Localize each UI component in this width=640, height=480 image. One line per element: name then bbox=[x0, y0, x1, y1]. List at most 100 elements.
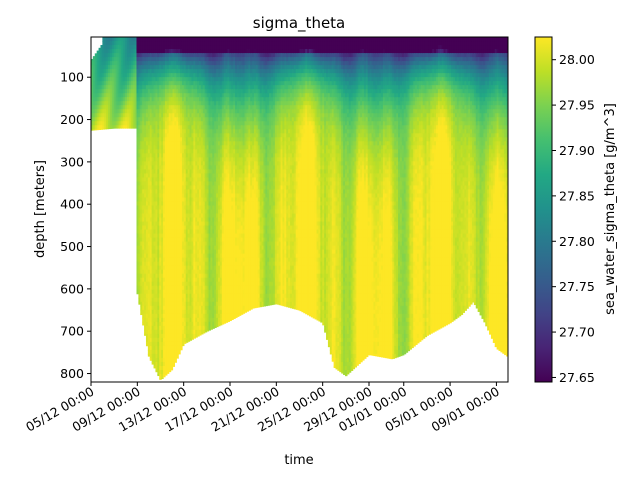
section-cell bbox=[174, 217, 177, 223]
section-cell bbox=[219, 133, 223, 138]
section-cell bbox=[159, 249, 162, 255]
section-cell bbox=[166, 213, 170, 219]
section-cell bbox=[127, 101, 130, 106]
section-cell bbox=[185, 177, 189, 183]
section-cell bbox=[136, 165, 139, 170]
section-cell bbox=[111, 117, 115, 122]
section-cell bbox=[119, 73, 122, 78]
section-cell bbox=[163, 365, 166, 371]
section-cell bbox=[178, 177, 181, 183]
section-cell bbox=[178, 113, 181, 118]
section-cell bbox=[144, 253, 147, 259]
section-cell bbox=[142, 313, 145, 319]
section-cell bbox=[94, 93, 98, 98]
section-cell bbox=[231, 121, 234, 126]
section-cell bbox=[159, 297, 162, 303]
section-cell bbox=[236, 125, 240, 130]
section-cell bbox=[159, 341, 162, 347]
section-cell bbox=[176, 293, 179, 299]
section-cell bbox=[212, 281, 215, 287]
section-cell bbox=[142, 233, 145, 239]
section-cell bbox=[172, 301, 175, 307]
section-cell bbox=[195, 237, 198, 243]
section-cell bbox=[208, 205, 212, 211]
section-column bbox=[200, 37, 204, 335]
section-cell bbox=[168, 273, 172, 279]
section-cell bbox=[153, 41, 157, 46]
section-cell bbox=[155, 301, 158, 307]
section-cell bbox=[199, 309, 202, 315]
section-cell bbox=[157, 353, 160, 359]
section-cell bbox=[92, 57, 96, 62]
section-cell bbox=[144, 161, 147, 166]
section-cell bbox=[229, 129, 232, 134]
section-cell bbox=[170, 285, 174, 291]
section-cell bbox=[242, 149, 246, 154]
section-cell bbox=[151, 337, 155, 343]
section-cell bbox=[164, 321, 168, 327]
section-cell bbox=[92, 93, 96, 98]
section-cell bbox=[206, 185, 210, 191]
section-cell bbox=[166, 53, 170, 58]
section-cell bbox=[161, 161, 164, 166]
section-cell bbox=[221, 137, 225, 142]
section-cell bbox=[199, 297, 202, 303]
section-cell bbox=[185, 249, 189, 255]
section-cell bbox=[219, 221, 223, 227]
section-cell bbox=[216, 189, 219, 195]
section-cell bbox=[149, 213, 153, 219]
section-cell bbox=[153, 157, 157, 162]
section-cell bbox=[128, 49, 132, 54]
section-cell bbox=[108, 57, 111, 62]
section-cell bbox=[180, 313, 183, 319]
section-cell bbox=[178, 221, 181, 227]
section-cell bbox=[200, 197, 204, 203]
section-cell bbox=[219, 261, 223, 267]
section-cell bbox=[218, 173, 221, 179]
section-cell bbox=[204, 93, 208, 98]
section-cell bbox=[119, 105, 122, 110]
section-cell bbox=[94, 85, 98, 90]
section-cell bbox=[183, 325, 187, 331]
section-cell bbox=[199, 325, 202, 331]
section-cell bbox=[240, 293, 244, 299]
section-cell bbox=[136, 133, 139, 138]
section-cell bbox=[197, 137, 200, 142]
section-cell bbox=[206, 273, 210, 279]
section-cell bbox=[155, 157, 158, 162]
section-cell bbox=[164, 125, 168, 130]
section-cell bbox=[197, 205, 200, 211]
section-cell bbox=[191, 273, 194, 279]
section-cell bbox=[104, 53, 107, 58]
section-cell bbox=[147, 101, 151, 106]
section-cell bbox=[238, 129, 242, 134]
section-cell bbox=[168, 65, 172, 70]
section-cell bbox=[210, 213, 213, 219]
section-cell bbox=[231, 125, 234, 130]
section-cell bbox=[195, 301, 198, 307]
section-cell bbox=[193, 169, 196, 174]
section-cell bbox=[204, 77, 208, 82]
section-cell bbox=[111, 61, 115, 66]
section-cell bbox=[244, 149, 248, 154]
section-cell bbox=[92, 109, 96, 114]
section-cell bbox=[225, 301, 229, 307]
section-cell bbox=[223, 301, 227, 307]
section-cell bbox=[187, 285, 191, 291]
section-cell bbox=[225, 165, 229, 170]
section-cell bbox=[98, 73, 102, 78]
section-cell bbox=[106, 77, 109, 82]
section-cell bbox=[132, 113, 136, 118]
section-cell bbox=[193, 93, 196, 98]
section-cell bbox=[219, 41, 223, 46]
section-cell bbox=[200, 49, 204, 54]
section-cell bbox=[98, 89, 102, 94]
section-cell bbox=[142, 209, 145, 215]
section-cell bbox=[191, 313, 194, 319]
section-cell bbox=[240, 173, 244, 179]
section-cell bbox=[229, 85, 232, 90]
section-cell bbox=[238, 213, 242, 219]
section-cell bbox=[216, 233, 219, 239]
section-cell bbox=[157, 341, 160, 347]
section-cell bbox=[204, 201, 208, 207]
